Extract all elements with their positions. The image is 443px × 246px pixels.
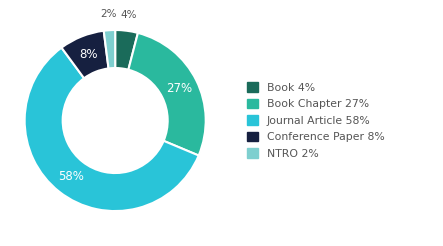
Wedge shape — [115, 30, 138, 70]
Text: 8%: 8% — [79, 48, 98, 61]
Wedge shape — [104, 30, 115, 68]
Text: 4%: 4% — [120, 10, 137, 20]
Legend: Book 4%, Book Chapter 27%, Journal Article 58%, Conference Paper 8%, NTRO 2%: Book 4%, Book Chapter 27%, Journal Artic… — [245, 80, 387, 161]
Wedge shape — [62, 31, 109, 78]
Text: 58%: 58% — [58, 170, 84, 183]
Wedge shape — [128, 33, 206, 155]
Wedge shape — [25, 48, 198, 211]
Text: 2%: 2% — [100, 9, 117, 19]
Text: 27%: 27% — [166, 82, 192, 95]
